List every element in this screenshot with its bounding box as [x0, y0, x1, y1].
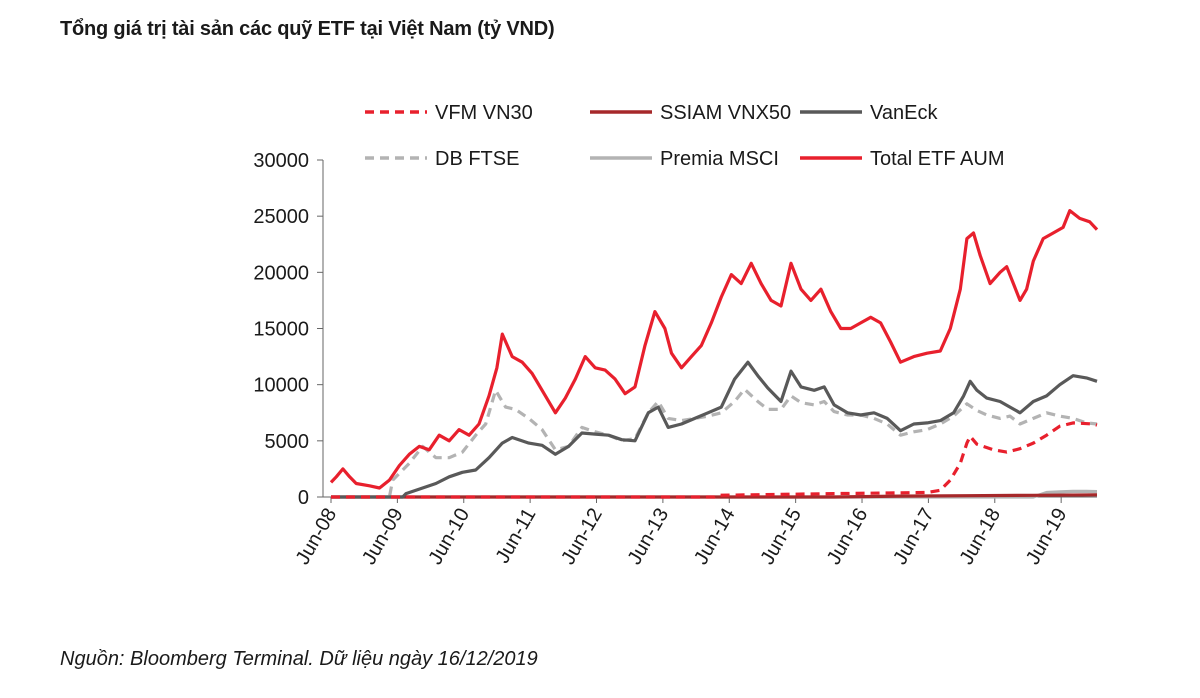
y-tick-label: 10000 — [253, 375, 309, 397]
x-tick-label: Jun-11 — [492, 505, 541, 568]
x-tick-label: Jun-16 — [823, 505, 873, 569]
legend-label: VanEck — [870, 102, 938, 124]
x-tick-label: Jun-15 — [756, 505, 806, 569]
y-tick-label: 30000 — [253, 150, 309, 172]
y-tick-label: 15000 — [253, 319, 309, 341]
x-tick-label: Jun-18 — [955, 504, 1005, 568]
series-line-db-ftse — [331, 387, 1098, 499]
x-tick-label: Jun-17 — [889, 505, 939, 569]
legend-label: Total ETF AUM — [870, 148, 1004, 170]
legend: VFM VN30 SSIAM VNX50 VanEck DB FTSE Premia M… — [365, 102, 1004, 170]
legend-label: SSIAM VNX50 — [660, 102, 791, 124]
x-tick-label: Jun-08 — [292, 505, 342, 569]
legend-label: DB FTSE — [435, 148, 519, 170]
y-tick-label: 5000 — [265, 431, 310, 453]
x-tick-label: Jun-14 — [690, 505, 740, 569]
y-tick-label: 20000 — [253, 262, 309, 284]
series-line-vaneck — [331, 360, 1098, 499]
chart-title: Tổng giá trị tài sản các quỹ ETF tại Việ… — [60, 18, 555, 40]
series-line-total-etf-aum — [329, 209, 1099, 490]
series-layer — [329, 209, 1099, 499]
series-line-ssiam-vnx50 — [331, 493, 1098, 499]
y-tick-label: 25000 — [253, 206, 309, 228]
x-tick-label: Jun-09 — [358, 505, 408, 569]
series-line-vfm-vn30 — [331, 421, 1098, 499]
x-tick-label: Jun-12 — [557, 505, 607, 569]
x-tick-label: Jun-19 — [1022, 505, 1072, 569]
legend-label: VFM VN30 — [435, 102, 533, 124]
legend-label: Premia MSCI — [660, 148, 779, 170]
x-tick-label: Jun-10 — [424, 504, 474, 568]
y-tick-label: 0 — [298, 487, 309, 509]
x-tick-label: Jun-13 — [624, 505, 674, 569]
source-note: Nguồn: Bloomberg Terminal. Dữ liệu ngày … — [60, 648, 538, 670]
